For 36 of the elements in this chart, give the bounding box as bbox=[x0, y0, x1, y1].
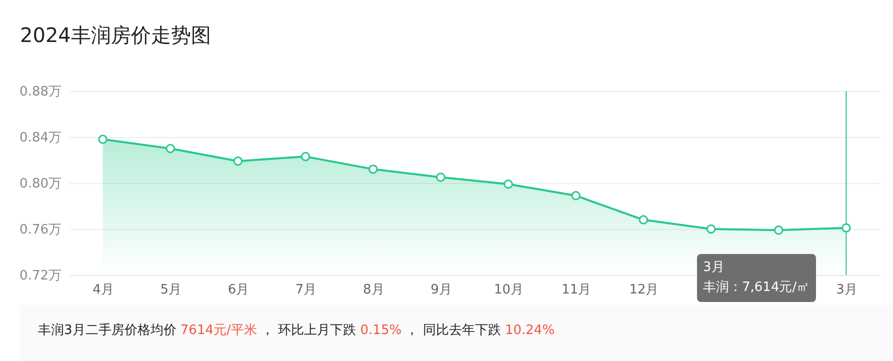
point bbox=[233, 156, 243, 166]
text: 丰润3月二手房价格均价 bbox=[38, 323, 178, 338]
x-tick-label: 5月 bbox=[160, 282, 182, 298]
point bbox=[504, 180, 513, 189]
text: 7614元/平米 bbox=[180, 323, 258, 338]
y-tick-label: 0.76万 bbox=[20, 222, 62, 238]
point bbox=[436, 172, 446, 182]
point bbox=[774, 226, 784, 235]
x-tick-label: 4月 bbox=[92, 282, 114, 298]
x-tick-label: 12月 bbox=[629, 282, 659, 298]
point bbox=[166, 144, 175, 154]
point bbox=[706, 224, 716, 234]
point bbox=[300, 152, 310, 162]
y-tick-label: 0.80万 bbox=[20, 176, 62, 192]
x-tick-label: 3月 bbox=[836, 282, 858, 298]
point bbox=[571, 191, 580, 200]
x-tick-label: 11月 bbox=[562, 282, 592, 298]
x-tick-label: 7月 bbox=[295, 282, 317, 298]
x-tick-label: 10月 bbox=[494, 282, 524, 298]
point bbox=[842, 223, 851, 232]
y-tick-label: 0.84万 bbox=[20, 130, 62, 146]
x-tick-label: 6月 bbox=[228, 282, 250, 298]
text: ， 同比去年下跌 bbox=[406, 323, 502, 338]
x-tick-label: 8月 bbox=[362, 282, 384, 298]
x-tick-label: 9月 bbox=[430, 282, 452, 298]
text: 10.24% bbox=[504, 323, 555, 338]
point bbox=[98, 134, 108, 144]
y-tick-label: 0.72万 bbox=[20, 268, 62, 284]
text: ， 环比上月下跌 bbox=[261, 323, 358, 338]
point bbox=[368, 164, 378, 174]
text: 0.15% bbox=[360, 323, 403, 338]
point bbox=[638, 215, 648, 224]
y-tick-label: 0.88万 bbox=[20, 84, 62, 100]
annotation: 3月 bbox=[703, 259, 726, 277]
text: 丰润：7,614元/㎡ bbox=[703, 279, 810, 297]
chart-title: 2024丰润房价走势图 bbox=[20, 22, 211, 49]
